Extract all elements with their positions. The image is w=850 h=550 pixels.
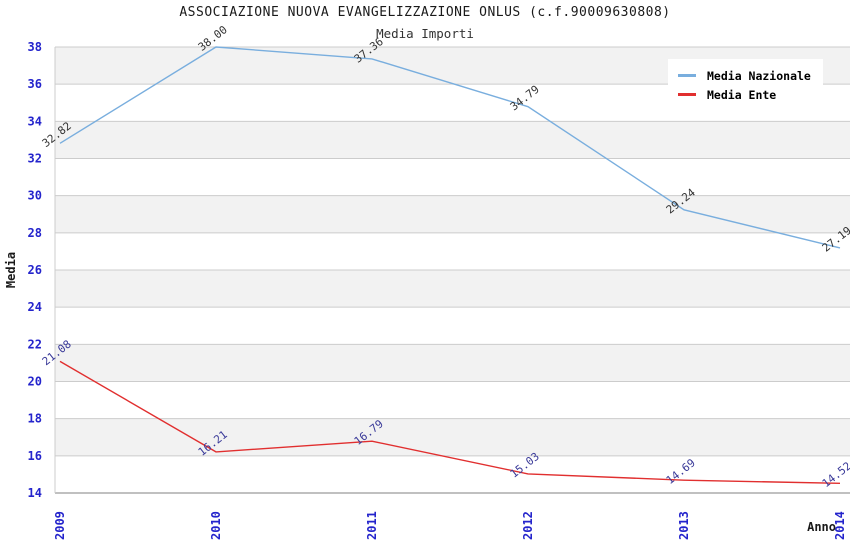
x-tick-label: 2014 [833, 511, 847, 540]
legend: Media Nazionale Media Ente [668, 59, 823, 112]
y-tick-label: 24 [28, 300, 42, 314]
plot-band [55, 158, 850, 196]
y-axis-title: Media [4, 252, 18, 288]
legend-label: Media Ente [707, 87, 777, 102]
x-tick-label: 2013 [677, 511, 691, 540]
x-tick-label: 2012 [521, 511, 535, 540]
x-tick-label: 2011 [365, 511, 379, 540]
plot-band [55, 418, 850, 456]
y-tick-label: 26 [28, 263, 42, 277]
y-tick-label: 34 [28, 114, 42, 128]
y-tick-label: 32 [28, 152, 42, 166]
x-tick-label: 2009 [53, 511, 67, 540]
y-tick-label: 22 [28, 337, 42, 351]
y-tick-label: 28 [28, 226, 42, 240]
plot-band [55, 307, 850, 345]
plot-band [55, 455, 850, 493]
legend-label: Media Nazionale [707, 68, 811, 83]
y-tick-label: 16 [28, 449, 42, 463]
y-tick-label: 36 [28, 77, 42, 91]
legend-item-media-nazionale: Media Nazionale [678, 66, 811, 85]
x-axis-title: Anno [807, 520, 836, 534]
y-tick-label: 30 [28, 189, 42, 203]
series-line-media-nazionale [59, 46, 841, 249]
legend-swatch-media-nazionale [678, 74, 696, 77]
chart-title: ASSOCIAZIONE NUOVA EVANGELIZZAZIONE ONLU… [179, 5, 671, 20]
y-tick-label: 14 [28, 486, 42, 500]
plot-band [55, 232, 850, 270]
x-tick-label: 2010 [209, 511, 223, 540]
legend-item-media-ente: Media Ente [678, 85, 811, 104]
chart-subtitle: Media Importi [376, 26, 474, 41]
plot-band [55, 121, 850, 159]
plot-band [55, 344, 850, 382]
plot-band [55, 381, 850, 419]
y-tick-label: 18 [28, 412, 42, 426]
plot-band [55, 270, 850, 308]
y-tick-label: 38 [28, 40, 42, 54]
series-line-media-ente [59, 360, 841, 484]
legend-swatch-media-ente [678, 93, 696, 96]
y-tick-label: 20 [28, 375, 42, 389]
plot-band [55, 195, 850, 233]
